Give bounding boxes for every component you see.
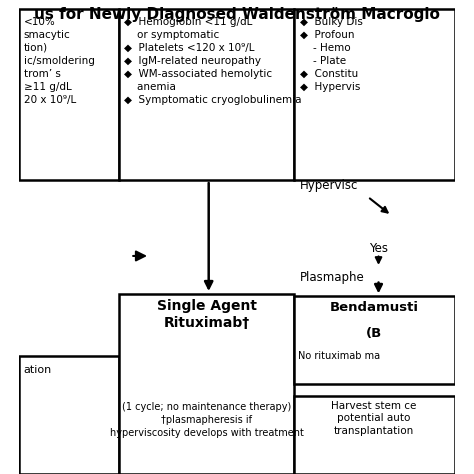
Text: Single Agent
Rituximab†: Single Agent Rituximab†: [156, 299, 256, 330]
FancyBboxPatch shape: [293, 396, 455, 474]
Text: Yes: Yes: [369, 242, 388, 255]
Text: ation: ation: [24, 365, 52, 375]
Text: us for Newly Diagnosed Waldenström Macroglo: us for Newly Diagnosed Waldenström Macro…: [34, 7, 440, 22]
Text: <10%
smacytic
tion)
ic/smoldering
trom’ s
≥11 g/dL
20 x 10⁹/L: <10% smacytic tion) ic/smoldering trom’ …: [24, 17, 94, 105]
Text: Harvest stem ce
potential auto
transplantation: Harvest stem ce potential auto transplan…: [331, 401, 417, 436]
FancyBboxPatch shape: [119, 9, 293, 180]
Text: ◆  Hemoglobin <11 g/dL
    or symptomatic
◆  Platelets <120 x 10⁹/L
◆  IgM-relat: ◆ Hemoglobin <11 g/dL or symptomatic ◆ P…: [124, 17, 301, 105]
FancyBboxPatch shape: [19, 356, 119, 474]
Text: (B: (B: [366, 327, 383, 340]
Text: No rituximab ma: No rituximab ma: [298, 351, 380, 361]
FancyBboxPatch shape: [19, 9, 119, 180]
FancyBboxPatch shape: [293, 296, 455, 384]
FancyBboxPatch shape: [119, 294, 293, 474]
FancyBboxPatch shape: [293, 9, 455, 180]
Text: Plasmaphe: Plasmaphe: [300, 271, 365, 284]
Text: ◆  Bulky Dis
◆  Profoun
    - Hemo
    - Plate
◆  Constitu
◆  Hypervis: ◆ Bulky Dis ◆ Profoun - Hemo - Plate ◆ C…: [300, 17, 363, 92]
Text: Hypervisc: Hypervisc: [300, 179, 358, 192]
Text: Bendamusti: Bendamusti: [330, 301, 419, 314]
Text: (1 cycle; no maintenance therapy)
†plasmapheresis if
hyperviscosity develops wit: (1 cycle; no maintenance therapy) †plasm…: [109, 402, 303, 438]
